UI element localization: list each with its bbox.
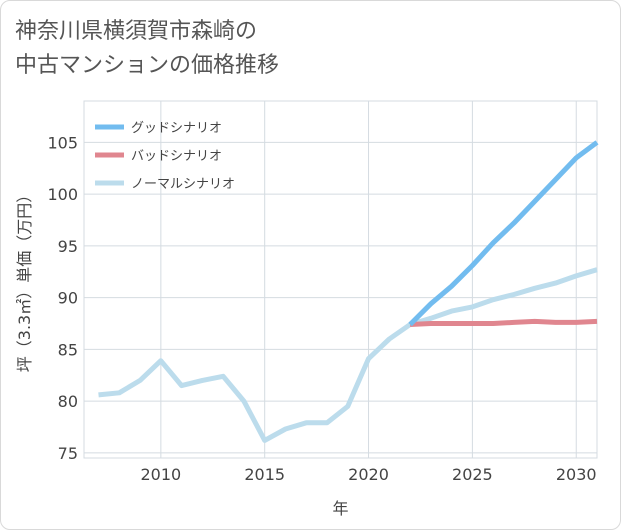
x-tick-label: 2015: [244, 465, 285, 484]
legend-label: グッドシナリオ: [131, 121, 222, 136]
y-tick-label: 100: [47, 185, 78, 204]
series-lines: [98, 140, 599, 443]
y-axis-label: 坪（3.3㎡）単価（万円）: [15, 187, 34, 372]
series-line-good: [408, 140, 599, 327]
x-tick-label: 2030: [556, 465, 597, 484]
y-tick-label: 90: [58, 289, 78, 308]
y-tick-label: 105: [47, 133, 78, 152]
x-tick-label: 2010: [140, 465, 181, 484]
y-tick-label: 85: [58, 340, 78, 359]
legend-label: バッドシナリオ: [131, 149, 222, 164]
series-line-normal: [98, 267, 598, 443]
x-tick-label: 2025: [452, 465, 493, 484]
chart-title-line2: 中古マンションの価格推移: [15, 53, 280, 78]
y-tick-label: 75: [58, 444, 78, 463]
x-axis-label: 年: [332, 499, 348, 518]
series-line-bad: [409, 318, 598, 327]
chart-title-line1: 神奈川県横須賀市森崎の: [15, 19, 258, 44]
plot-frame: [83, 100, 598, 459]
tick-labels: 75 80 85 90 95 100 105 2010 2015 2020 2025 2030: [47, 133, 596, 484]
legend-label: ノーマルシナリオ: [131, 177, 235, 192]
chart-title: 神奈川県横須賀市森崎の 中古マンションの価格推移: [15, 15, 279, 83]
y-tick-label: 95: [58, 237, 78, 256]
x-tick-label: 2020: [348, 465, 389, 484]
y-tick-label: 80: [58, 392, 78, 411]
